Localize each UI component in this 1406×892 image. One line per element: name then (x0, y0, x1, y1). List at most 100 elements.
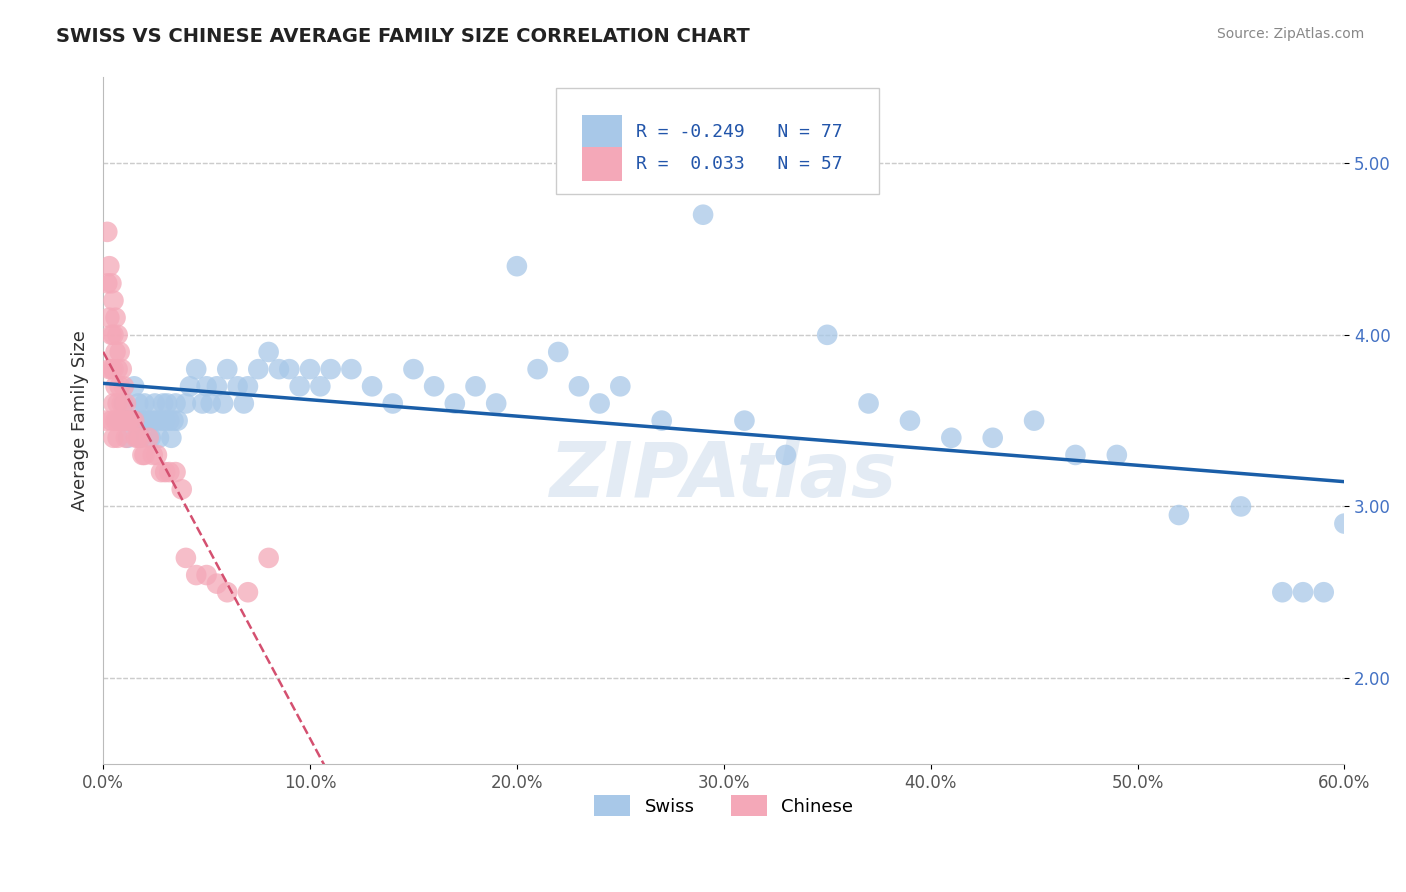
Point (1333, 516, 1355, 531)
Point (160, 431, 183, 445)
Point (104, 345, 127, 359)
Point (103, 396, 125, 410)
Point (232, 396, 254, 410)
Point (100, 277, 122, 291)
Point (179, 379, 201, 393)
Point (127, 396, 149, 410)
Point (108, 414, 131, 428)
Text: ZIPAtlas: ZIPAtlas (550, 439, 897, 513)
Point (319, 362, 342, 376)
Point (150, 414, 173, 428)
Point (166, 414, 188, 428)
Point (212, 396, 235, 410)
Point (236, 379, 259, 393)
Point (152, 396, 174, 410)
Point (157, 414, 180, 428)
Point (135, 414, 157, 428)
Y-axis label: Average Family Size: Average Family Size (72, 330, 89, 511)
Point (107, 362, 129, 376)
Point (104, 414, 127, 428)
Point (547, 345, 569, 359)
Point (170, 483, 193, 497)
Point (153, 414, 176, 428)
Point (142, 414, 165, 428)
Point (898, 414, 921, 428)
Point (150, 465, 173, 479)
Point (257, 345, 280, 359)
Point (139, 431, 162, 445)
Point (340, 362, 363, 376)
Point (108, 345, 131, 359)
FancyBboxPatch shape (557, 87, 879, 194)
Point (174, 550, 197, 565)
Point (115, 431, 138, 445)
Point (485, 396, 508, 410)
Point (775, 448, 797, 462)
Point (146, 448, 169, 462)
Text: R = -0.249   N = 77: R = -0.249 N = 77 (636, 123, 842, 141)
Legend: Swiss, Chinese: Swiss, Chinese (586, 789, 860, 823)
Point (104, 379, 127, 393)
Point (115, 396, 138, 410)
Point (1271, 585, 1294, 599)
Point (588, 396, 610, 410)
Point (112, 379, 135, 393)
Point (117, 414, 139, 428)
Point (111, 362, 134, 376)
Point (692, 208, 714, 222)
Point (217, 362, 239, 376)
Text: Source: ZipAtlas.com: Source: ZipAtlas.com (1216, 27, 1364, 41)
Point (195, 568, 218, 582)
Point (381, 396, 404, 410)
Point (981, 431, 1004, 445)
Point (165, 465, 187, 479)
Point (568, 379, 591, 393)
Point (148, 431, 170, 445)
Point (131, 414, 153, 428)
Point (1230, 500, 1253, 514)
Point (117, 431, 139, 445)
Point (134, 448, 156, 462)
Point (247, 362, 270, 376)
Point (361, 379, 384, 393)
Point (103, 293, 125, 308)
Point (174, 396, 197, 410)
Point (157, 465, 180, 479)
Point (104, 310, 127, 325)
Point (138, 431, 160, 445)
Point (96, 225, 118, 239)
FancyBboxPatch shape (582, 114, 621, 149)
Point (1312, 585, 1334, 599)
Point (195, 379, 218, 393)
Point (506, 259, 529, 273)
Point (122, 379, 145, 393)
Point (112, 414, 135, 428)
Text: SWISS VS CHINESE AVERAGE FAMILY SIZE CORRELATION CHART: SWISS VS CHINESE AVERAGE FAMILY SIZE COR… (56, 27, 749, 45)
Point (125, 414, 148, 428)
Point (107, 396, 129, 410)
Point (125, 431, 148, 445)
Point (156, 396, 179, 410)
Point (129, 431, 152, 445)
Point (941, 431, 963, 445)
Point (129, 431, 152, 445)
Point (162, 414, 184, 428)
Point (858, 396, 880, 410)
Point (103, 362, 125, 376)
Point (205, 576, 228, 591)
Point (98, 259, 121, 273)
Point (443, 396, 465, 410)
Point (423, 379, 446, 393)
Point (257, 550, 280, 565)
Point (609, 379, 631, 393)
Point (118, 414, 141, 428)
Point (226, 379, 249, 393)
Point (191, 396, 214, 410)
Point (134, 396, 156, 410)
Point (1167, 508, 1189, 522)
Point (267, 362, 290, 376)
Point (1022, 414, 1045, 428)
Point (142, 448, 165, 462)
Point (278, 362, 301, 376)
Point (217, 585, 239, 599)
